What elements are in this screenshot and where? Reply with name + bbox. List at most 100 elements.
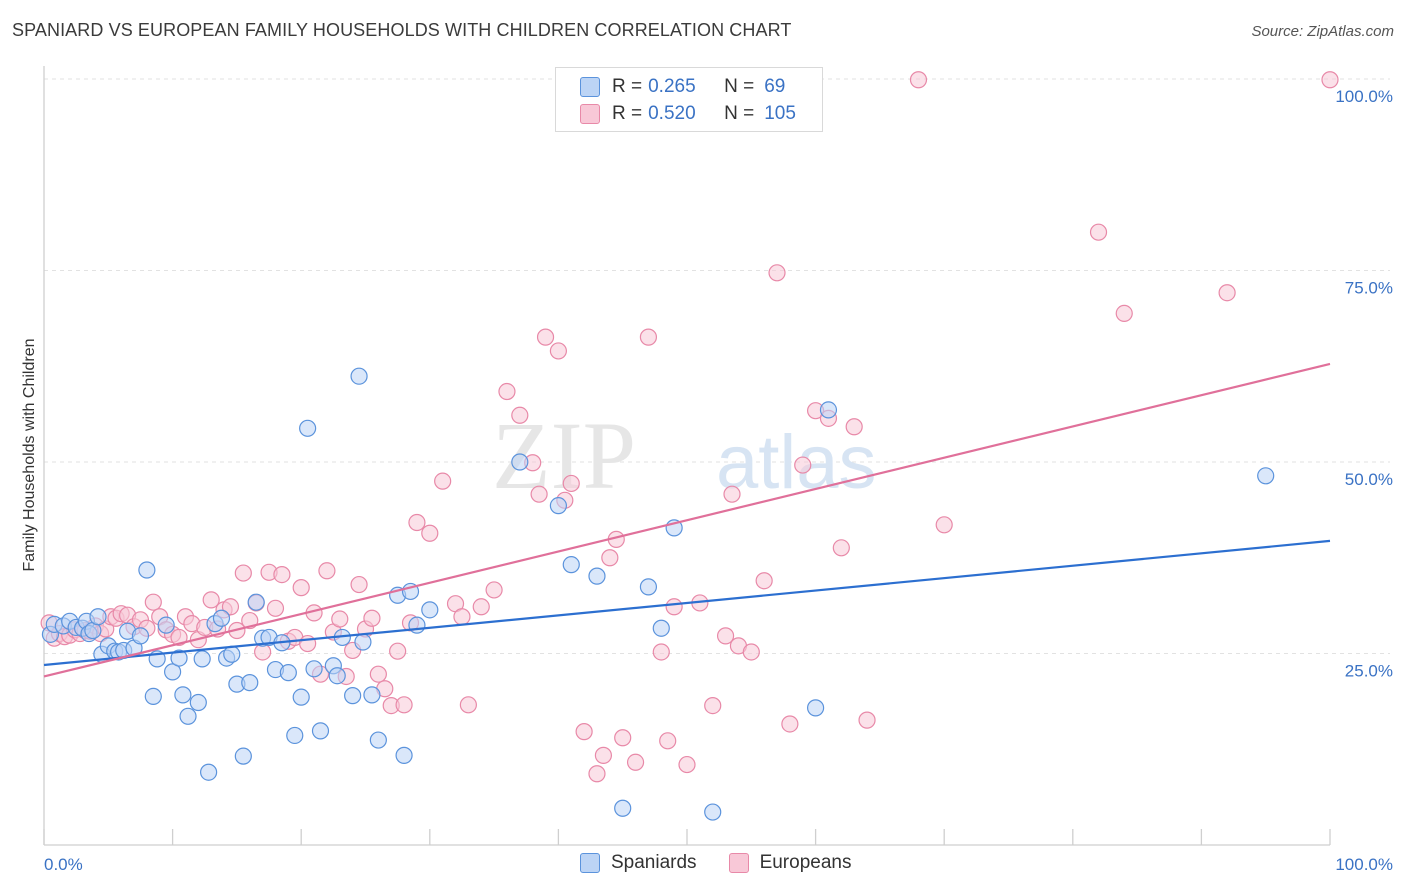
y-tick-label: 75.0% (1345, 279, 1393, 298)
spaniard-point (89, 608, 107, 626)
european-point (639, 328, 658, 346)
spaniard-point (639, 578, 658, 596)
european-point (601, 549, 619, 567)
legend-swatch-europeans (728, 853, 749, 873)
european-point (421, 524, 439, 542)
legend-item-spaniards[interactable]: Spaniards (580, 852, 697, 874)
european-point (594, 746, 613, 764)
european-point (562, 474, 580, 493)
spaniard-point (652, 619, 670, 637)
legend-n-label: N = (724, 103, 755, 124)
spaniard-point (234, 747, 252, 765)
european-point (665, 598, 683, 616)
legend-n-value: 69 (764, 76, 786, 97)
spaniard-point (157, 616, 175, 634)
spaniard-point (292, 688, 310, 706)
spaniard-point (704, 803, 722, 821)
european-point (350, 575, 368, 594)
spaniard-point (131, 627, 150, 645)
legend-item-europeans[interactable]: Europeans (728, 852, 851, 874)
spaniard-point (421, 601, 439, 619)
european-point (511, 406, 529, 424)
european-point (472, 598, 490, 616)
legend-label-spaniards: Spaniards (611, 852, 697, 873)
spaniard-point (562, 556, 580, 574)
european-point (652, 643, 670, 661)
european-point (273, 566, 291, 584)
european-point (1218, 284, 1236, 302)
spaniard-point (511, 453, 529, 471)
x-tick-label: 100.0% (1335, 855, 1393, 874)
tick-labels: 25.0% 50.0% 75.0% 100.0% 0.0% 100.0% (44, 87, 1393, 874)
european-point (408, 513, 426, 532)
chart-source: Source: ZipAtlas.com (1251, 23, 1394, 40)
trend-lines (43, 362, 1331, 678)
european-point (845, 418, 863, 436)
european-point (1321, 71, 1339, 89)
european-point (1115, 304, 1133, 322)
spaniards-points (41, 367, 1275, 821)
european-point (678, 755, 696, 774)
european-point (266, 599, 285, 617)
european-point (434, 472, 452, 490)
spaniard-point (223, 645, 241, 663)
european-point (202, 591, 220, 609)
european-point (588, 765, 606, 783)
legend-row-spaniards: R = 0.265 N = 69 (580, 74, 785, 100)
spaniard-point (170, 649, 188, 667)
legend-swatch-spaniards (580, 853, 600, 873)
x-tick-label: 0.0% (44, 855, 83, 874)
spaniard-point (179, 707, 197, 725)
spaniard-point (212, 609, 231, 627)
spaniard-point (363, 686, 381, 704)
spaniard-point (819, 401, 838, 419)
y-tick-label: 100.0% (1335, 87, 1393, 106)
european-point (704, 696, 722, 715)
european-point (221, 598, 240, 616)
europeans-points (40, 71, 1339, 783)
legend-swatch-europeans (580, 104, 600, 124)
european-point (614, 729, 632, 747)
y-tick-label: 25.0% (1345, 662, 1393, 681)
spaniard-point (200, 763, 218, 781)
legend-n-value: 105 (764, 103, 796, 124)
spaniard-point (241, 674, 259, 692)
spaniard-point (1257, 467, 1275, 485)
series-legend: Spaniards Europeans (580, 852, 883, 874)
european-point (549, 342, 568, 360)
european-point (909, 71, 928, 89)
spaniard-point (344, 687, 362, 705)
european-point (170, 628, 188, 647)
legend-r-value: 0.265 (648, 76, 696, 97)
european-point (781, 715, 799, 733)
european-point (459, 696, 477, 714)
spaniard-point (328, 667, 346, 685)
spaniard-point (279, 664, 297, 682)
spaniard-point (588, 567, 606, 585)
european-point (755, 572, 773, 590)
spaniard-point (305, 660, 323, 678)
european-point (234, 564, 252, 582)
european-point (768, 264, 786, 282)
european-point (363, 609, 381, 627)
european-point (498, 382, 516, 401)
spaniard-point (286, 726, 304, 745)
european-point (626, 753, 645, 771)
european-point (575, 723, 593, 741)
spaniards-trend-line (43, 539, 1331, 667)
spaniard-point (549, 497, 568, 515)
european-point (935, 516, 953, 534)
europeans-trend-line (43, 362, 1331, 678)
spaniard-point (311, 722, 330, 740)
european-point (536, 328, 555, 346)
european-point (453, 608, 471, 626)
european-point (389, 642, 407, 660)
european-point (485, 581, 503, 599)
spaniard-point (369, 731, 387, 749)
spaniard-point (164, 663, 182, 681)
spaniard-point (174, 686, 192, 704)
legend-r-value: 0.520 (648, 103, 696, 124)
legend-r-label: R = (612, 76, 643, 97)
european-point (530, 485, 548, 503)
spaniard-point (806, 699, 825, 717)
